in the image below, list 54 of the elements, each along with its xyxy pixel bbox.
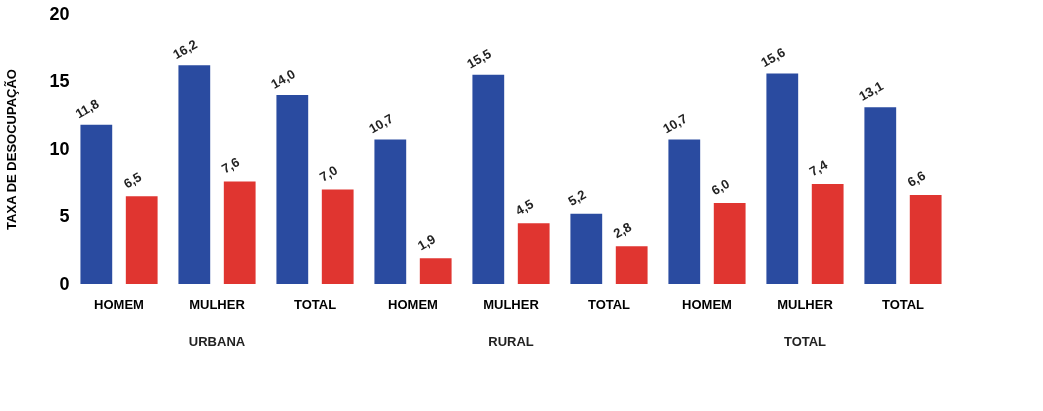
bar	[472, 74, 505, 284]
bar	[864, 107, 897, 284]
data-label: 4,5	[512, 196, 537, 219]
data-label: 7,6	[218, 154, 243, 177]
bar	[615, 246, 648, 284]
data-label: 7,0	[316, 162, 341, 185]
x-tick-label: MULHER	[777, 296, 834, 312]
bar	[276, 95, 309, 284]
x-tick-label: HOMEM	[388, 296, 438, 312]
data-label: 14,0	[268, 66, 298, 92]
bar	[713, 203, 746, 284]
text: TOTAL	[783, 334, 827, 349]
x-tick-label: TOTAL	[293, 296, 337, 312]
bar	[517, 223, 550, 284]
data-label: 15,6	[758, 44, 788, 71]
bar	[570, 213, 603, 284]
bar	[766, 73, 799, 284]
y-tick-label: 20	[49, 3, 70, 24]
text: URBANA	[188, 334, 246, 349]
data-label: 5,2	[565, 186, 589, 209]
data-label: 6,0	[708, 175, 733, 198]
data-label: 10,7	[660, 110, 690, 137]
bar	[374, 139, 407, 284]
data-label: 2,8	[610, 219, 635, 242]
data-label: 6,5	[120, 169, 145, 192]
data-label: 16,2	[170, 36, 200, 63]
y-tick-label: 10	[49, 138, 70, 159]
y-tick-label: 5	[59, 206, 70, 226]
bar	[80, 124, 113, 284]
data-label: 6,6	[904, 167, 928, 190]
data-label: 11,8	[72, 96, 102, 122]
x-tick-label: MULHER	[483, 296, 540, 312]
bar	[909, 194, 942, 284]
bar	[223, 181, 256, 284]
data-label: 1,9	[414, 231, 439, 254]
bar	[178, 65, 211, 284]
text: RURAL	[488, 334, 534, 349]
data-label: 13,1	[856, 78, 886, 104]
data-label: 10,7	[366, 110, 396, 137]
bar	[125, 196, 158, 284]
x-tick-label: MULHER	[189, 296, 246, 312]
data-label: 15,5	[464, 45, 494, 72]
bar	[419, 258, 452, 284]
bar	[811, 184, 844, 284]
data-label: 7,4	[806, 156, 831, 180]
y-axis-title: TAXA DE DESOCUPAÇÃO	[4, 69, 20, 230]
bar	[668, 139, 701, 284]
x-tick-label: TOTAL	[881, 296, 925, 312]
y-tick-label: 15	[49, 71, 70, 91]
x-tick-label: HOMEM	[682, 296, 732, 312]
x-tick-label: TOTAL	[587, 296, 631, 312]
y-tick-label: 0	[59, 273, 70, 294]
bar	[321, 189, 354, 284]
x-tick-label: HOMEM	[94, 296, 144, 312]
